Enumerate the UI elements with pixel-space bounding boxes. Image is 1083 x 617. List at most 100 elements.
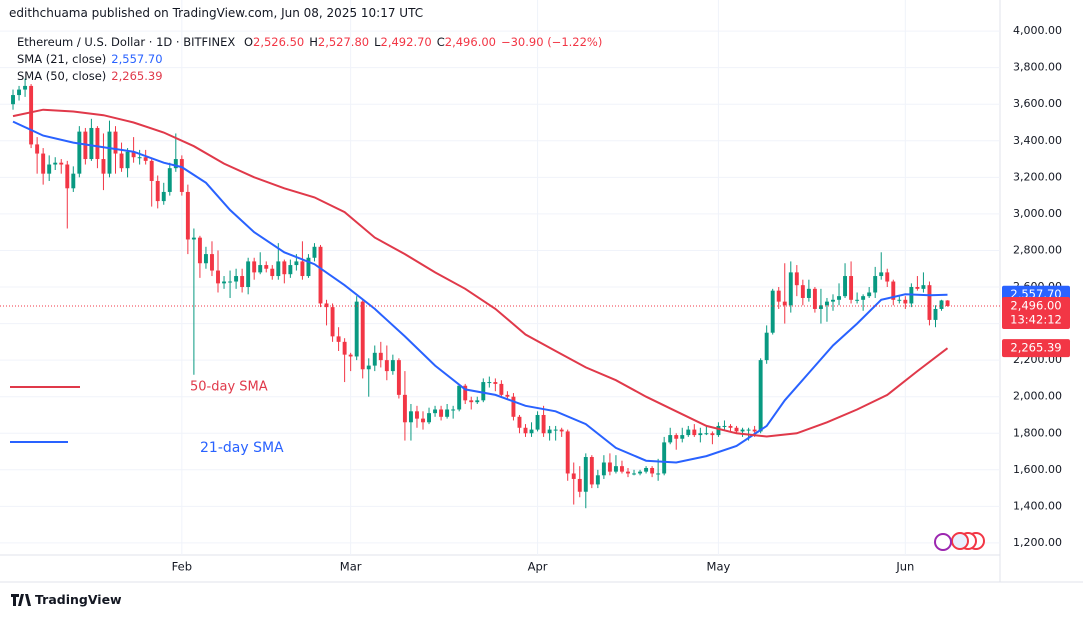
candle-body [23,85,28,90]
candle-body [891,281,896,300]
candle-body [915,287,920,289]
candle-body [306,257,311,277]
candle-body [855,299,860,301]
icon[interactable] [951,532,969,550]
candle-body [445,409,450,417]
candle-body [396,360,401,395]
candle-body [402,394,407,423]
brand: TradingView [35,592,122,607]
candle-body [861,296,866,300]
candle-body [288,265,293,275]
indicator: SMA (21, close) 2,557.70 [17,51,607,68]
candle-body [638,471,643,474]
indicator-value: 2,557.70 [111,52,163,66]
legend: Ethereum / U.S. Dollar · 1D · BITFINEX O… [17,34,607,85]
sma-line [12,120,948,464]
candle-body [758,360,763,432]
candle-body [47,164,52,174]
annotation: 50-day SMA [190,380,268,395]
candle-body [662,442,667,474]
candle-body [270,268,275,277]
candle-body [300,261,305,277]
candle-body [607,462,612,472]
candle-body [258,265,263,273]
candle-body [903,299,908,304]
candle-body [505,394,510,397]
toolbar-icons[interactable] [934,532,985,551]
y-tick-label: 3,400.00 [1013,134,1062,147]
candle-body [831,299,835,302]
candle-body [390,360,395,372]
candle-body [125,151,130,169]
candle-body [378,352,383,361]
candle-body [366,365,371,370]
candle-body [197,237,202,264]
y-tick-label: 3,200.00 [1013,170,1062,183]
sma-line [12,108,949,438]
price-tag-label: 2,496.00 [1010,299,1061,313]
candle-body [29,85,34,145]
y-tick-label: 2,000.00 [1013,390,1062,403]
candle-body [692,429,697,436]
symbol-title: Ethereum / U.S. Dollar · 1D · BITFINEX [17,35,236,49]
y-tick-label: 3,600.00 [1013,97,1062,110]
candle-body [41,153,46,174]
candle-body [873,276,878,293]
candle-body [788,272,793,306]
y-tick-label: 1,200.00 [1013,536,1062,549]
candle-body [849,276,854,300]
ohlc-key: L [374,35,381,49]
candle-body [589,457,594,485]
candle-body [511,396,516,417]
candle-body [360,301,365,370]
countdown: 13:42:12 [1010,313,1062,327]
candle-body [336,336,341,342]
candle-body [722,425,727,427]
candle-body [433,409,438,414]
candle-body [583,457,588,492]
candle-body [945,300,950,307]
candle-body [728,425,733,428]
candle-body [927,285,932,320]
candle-body [282,261,287,275]
logo [11,593,31,606]
candle-body [541,414,546,434]
icon[interactable] [934,533,952,551]
candle-body [517,416,522,428]
candle-body [837,296,841,300]
y-tick-label: 3,800.00 [1013,61,1062,74]
candle-body [119,153,124,169]
candle-body [173,159,178,169]
candle-body [137,157,142,159]
x-tick-label: Jun [895,560,914,574]
candle-body [167,168,172,192]
candle-body [812,288,817,309]
candle-body [179,159,184,192]
candle-body [499,383,504,395]
candle-body [421,418,425,423]
candle-body [354,301,359,357]
candle-body [481,382,486,401]
candle-body [626,471,630,474]
candle-body [330,307,335,337]
candle-body [571,473,576,479]
candle-body [415,411,419,419]
candle-body [222,281,226,284]
credit: edithchuama published on TradingView.com… [9,6,424,20]
candle-body [324,303,329,308]
candle-body [89,127,94,160]
ohlc-key: O [243,35,253,49]
candle-body [143,157,148,161]
candle-body [535,414,540,430]
candle-body [632,473,636,475]
candle-body [252,261,257,273]
candle-body [565,431,570,474]
candle-body [95,127,100,160]
candle-body [613,466,618,472]
ohlc-value: 2,527.80 [317,35,370,49]
candle-body [216,270,220,284]
price-tag-label: 2,265.39 [1010,341,1061,355]
candle-body [867,292,872,297]
y-tick-label: 4,000.00 [1013,24,1062,37]
